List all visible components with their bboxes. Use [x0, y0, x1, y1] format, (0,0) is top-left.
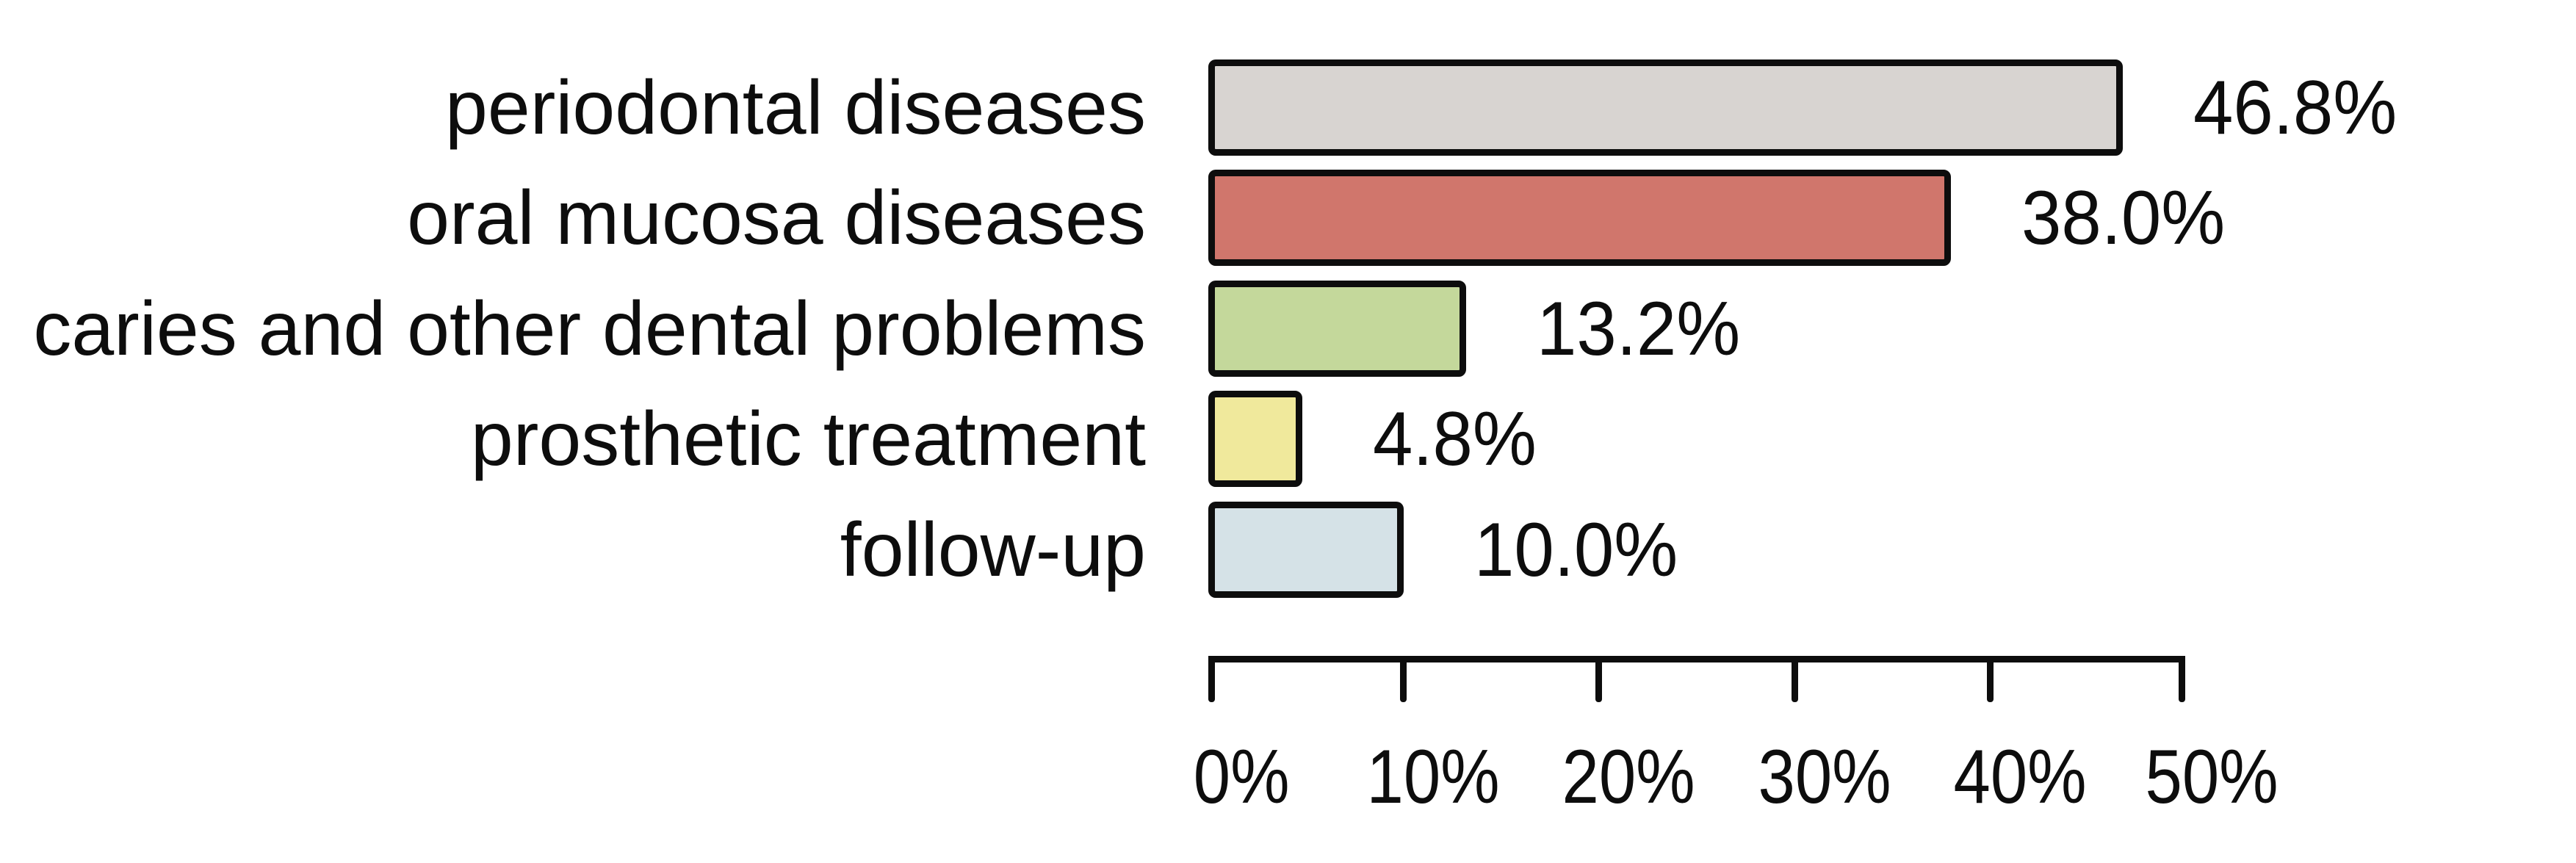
x-axis-tick-0	[1208, 656, 1215, 702]
bar-row: 4.8%	[1208, 391, 2185, 487]
category-label-oral-mucosa-diseases: oral mucosa diseases	[407, 175, 1146, 261]
value-label: 4.8%	[1372, 396, 1537, 482]
bar-row: 13.2%	[1208, 281, 2185, 377]
x-axis-tick-10	[1400, 656, 1407, 702]
x-tick-label-10: 10%	[1366, 734, 1500, 820]
category-label-periodontal-diseases: periodontal diseases	[445, 65, 1146, 151]
bar-prosthetic-treatment	[1208, 391, 1302, 487]
x-axis-line	[1208, 656, 2185, 662]
x-tick-label-50: 50%	[2145, 734, 2279, 820]
bar-row: 10.0%	[1208, 502, 2185, 598]
category-label-prosthetic-treatment: prosthetic treatment	[470, 396, 1146, 482]
value-label: 38.0%	[2021, 175, 2225, 261]
category-label-caries-and-other-dental-problems: caries and other dental problems	[33, 286, 1146, 372]
bar-caries-and-other-dental-problems	[1208, 281, 1467, 377]
x-axis-tick-40	[1987, 656, 1994, 702]
value-label: 10.0%	[1474, 507, 1678, 593]
x-axis-tick-20	[1595, 656, 1602, 702]
x-axis-tick-30	[1792, 656, 1798, 702]
bar-row: 38.0%	[1208, 170, 2225, 266]
value-label: 13.2%	[1537, 286, 1741, 372]
bar-row: 46.8%	[1208, 59, 2397, 156]
x-tick-label-30: 30%	[1758, 734, 1891, 820]
category-label-follow-up: follow-up	[840, 507, 1146, 593]
bar-periodontal-diseases	[1208, 59, 2123, 156]
x-tick-label-20: 20%	[1562, 734, 1695, 820]
value-label: 46.8%	[2193, 65, 2398, 151]
bar-follow-up	[1208, 502, 1404, 598]
x-tick-label-40: 40%	[1953, 734, 2087, 820]
x-tick-label-0: 0%	[1193, 734, 1290, 820]
x-axis-tick-50	[2179, 656, 2185, 702]
bar-oral-mucosa-diseases	[1208, 170, 1951, 266]
